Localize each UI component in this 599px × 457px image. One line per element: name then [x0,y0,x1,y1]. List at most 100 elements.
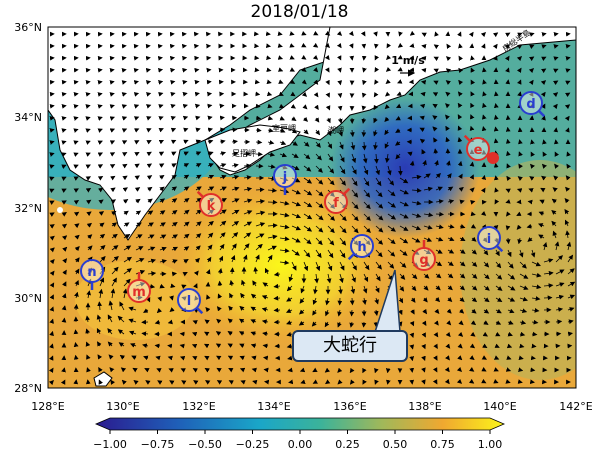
current-vector [435,249,443,254]
current-vector [483,308,490,314]
current-vector [481,367,487,372]
current-vector [326,273,332,284]
current-vector [505,32,511,38]
current-vector [279,248,290,254]
current-vector [531,319,539,325]
current-vector [182,271,188,277]
current-vector [299,297,305,304]
current-vector [145,92,152,97]
current-vector [362,67,367,73]
current-vector [219,151,227,156]
current-vector [459,273,466,279]
current-vector [312,379,318,384]
current-vector [134,163,140,169]
current-vector [49,306,54,312]
current-vector [456,366,463,372]
current-vector [516,224,522,230]
current-vector [468,31,474,38]
current-vector [482,331,489,337]
current-vector [375,165,380,176]
current-vector [108,354,114,360]
current-vector [481,355,487,360]
current-vector [468,378,475,384]
current-vector [147,198,153,204]
current-vector [446,173,452,179]
current-vector [336,30,343,36]
current-vector [313,79,319,85]
current-vector [86,367,91,373]
current-vector [133,116,140,121]
current-vector [73,128,79,133]
current-vector [194,91,200,97]
current-vector [567,307,575,312]
current-vector [182,115,189,121]
current-vector [409,344,415,350]
current-vector [98,199,104,205]
current-vector [447,297,453,303]
current-vector [374,297,379,305]
current-vector [505,379,511,384]
current-vector [326,117,331,124]
current-vector [231,209,240,215]
current-vector [291,249,300,256]
current-vector [85,116,91,121]
current-vector [339,273,344,284]
current-vector [194,103,201,109]
current-vector [207,244,213,251]
current-vector [158,80,164,85]
current-vector [482,343,488,349]
current-vector [122,187,128,193]
current-vector [458,67,464,74]
current-vector [528,188,534,193]
current-vector [146,140,152,145]
current-vector [240,380,246,385]
eddy-marker-label: m [132,285,146,300]
current-vector [74,246,80,252]
current-vector [312,367,318,373]
current-vector [495,297,503,303]
current-vector [61,223,68,229]
current-vector [217,293,223,299]
current-vector [109,164,116,169]
current-vector [110,288,116,299]
current-vector [459,261,466,267]
current-vector [507,308,515,314]
current-vector [267,164,276,169]
current-vector [231,232,239,239]
current-vector [375,189,383,198]
current-vector [315,153,322,161]
current-vector [171,259,178,264]
current-vector [434,308,440,314]
current-vector [363,189,371,198]
current-vector [351,165,357,175]
current-vector [540,103,546,109]
current-vector [291,153,299,158]
current-vector [261,307,269,312]
current-vector [350,141,356,151]
eddy-marker-label: n [87,265,96,280]
current-vector [266,79,272,85]
current-vector [183,221,190,227]
current-vector [171,210,178,215]
current-vector [231,198,240,203]
current-vector [301,31,307,36]
current-vector [49,355,54,361]
current-vector [107,341,113,347]
current-vector [555,307,564,312]
current-vector [471,261,478,267]
current-vector [251,355,257,361]
current-vector [219,115,225,121]
current-vector [327,225,335,234]
current-vector [351,225,359,234]
current-vector [529,56,535,62]
current-vector [470,223,477,229]
current-vector [315,213,324,221]
current-vector [301,91,308,97]
current-vector [154,343,161,349]
current-vector [288,273,294,282]
current-vector [97,104,103,109]
current-vector [195,139,201,145]
current-vector [121,116,128,121]
current-vector [423,249,432,255]
